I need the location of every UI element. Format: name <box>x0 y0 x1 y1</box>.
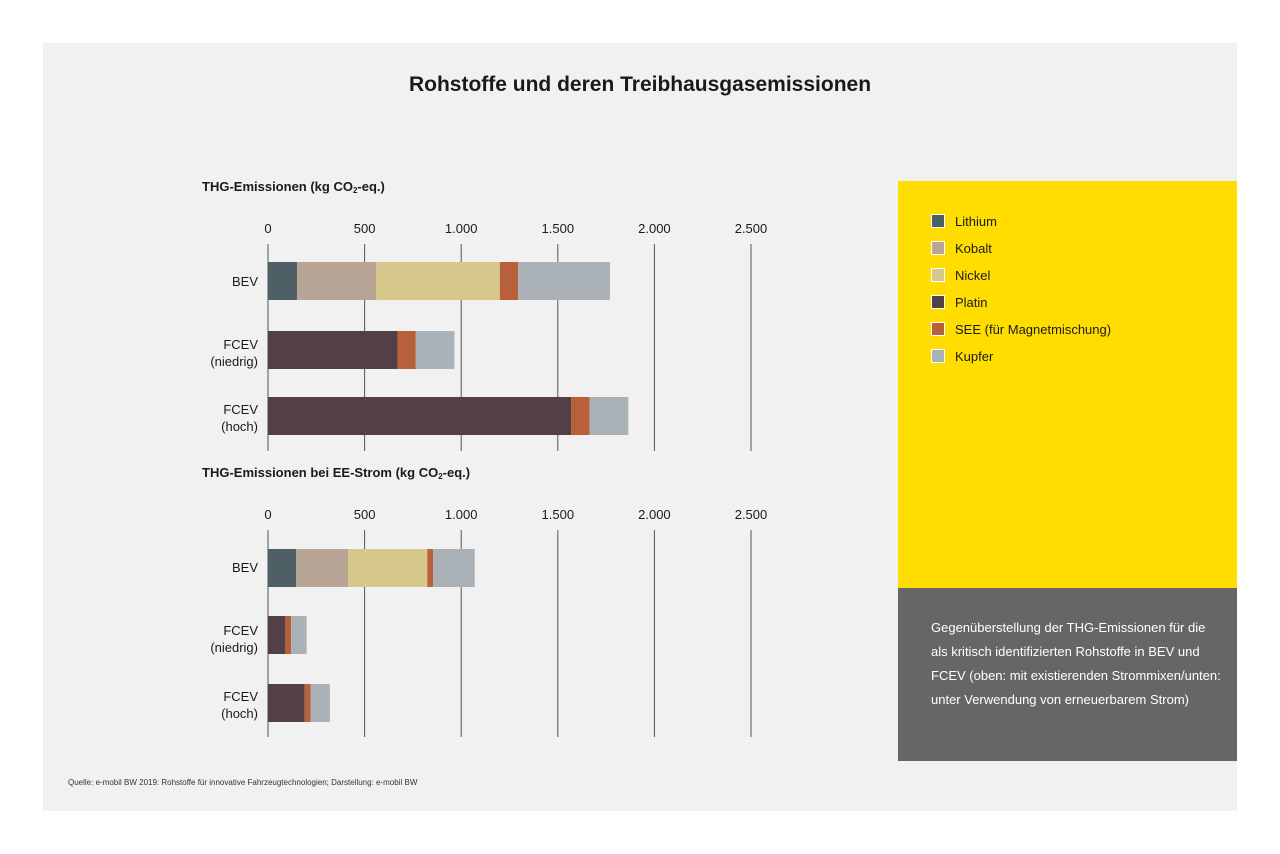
bar-segment <box>433 549 475 587</box>
description-box: Gegenüberstellung der THG-Emissionen für… <box>898 588 1237 761</box>
chart-title-top-tail: -eq.) <box>357 179 385 194</box>
description-text: Gegenüberstellung der THG-Emissionen für… <box>931 620 1221 707</box>
legend-swatch-platin <box>931 295 945 309</box>
legend-label: Lithium <box>955 213 997 229</box>
bar-segment <box>499 262 519 300</box>
chart-title-top-sub: 2 <box>352 186 358 195</box>
x-tick-label: 1.000 <box>445 507 478 522</box>
category-label: BEV <box>232 274 258 289</box>
category-label: FCEV <box>223 402 258 417</box>
category-label: (hoch) <box>221 419 258 434</box>
bar-segment <box>304 684 311 722</box>
category-label: (niedrig) <box>210 354 258 369</box>
x-tick-label: 0 <box>264 221 271 236</box>
legend-swatch-nickel <box>931 268 945 282</box>
legend-label: Platin <box>955 294 988 310</box>
chart-title-top: THG-Emissionen (kg CO2-eq.) <box>202 179 385 195</box>
category-label: FCEV <box>223 689 258 704</box>
bar-segment <box>268 397 572 435</box>
bar-segment <box>291 616 307 654</box>
x-tick-label: 500 <box>354 507 376 522</box>
x-tick-label: 2.500 <box>735 221 768 236</box>
bar-segment <box>296 262 377 300</box>
category-label: (niedrig) <box>210 640 258 655</box>
x-tick-label: 2.000 <box>638 507 671 522</box>
source-note: Quelle: e-mobil BW 2019: Rohstoffe für i… <box>68 778 418 787</box>
category-label: BEV <box>232 560 258 575</box>
bar-segment <box>268 616 286 654</box>
legend: Lithium Kobalt Nickel Platin SEE (für Ma… <box>898 181 1237 588</box>
chart-title-bottom: THG-Emissionen bei EE-Strom (kg CO2-eq.) <box>202 465 470 481</box>
category-label: (hoch) <box>221 706 258 721</box>
bar-segment <box>571 397 590 435</box>
legend-label: Kupfer <box>955 348 994 364</box>
bar-segment <box>268 549 297 587</box>
bar-segment <box>268 684 305 722</box>
legend-item-kobalt: Kobalt <box>931 240 992 256</box>
bar-segment <box>296 549 349 587</box>
bar-segment <box>376 262 500 300</box>
bar-segment <box>415 331 455 369</box>
bar-segment <box>589 397 629 435</box>
legend-item-kupfer: Kupfer <box>931 348 993 364</box>
category-label: FCEV <box>223 623 258 638</box>
bar-segment <box>310 684 330 722</box>
x-tick-label: 1.500 <box>542 507 575 522</box>
bar-segment <box>348 549 428 587</box>
page-title: Rohstoffe und deren Treibhausgasemission… <box>408 73 872 96</box>
chart-title-bottom-main: THG-Emissionen bei EE-Strom (kg CO <box>202 465 439 480</box>
x-tick-label: 500 <box>354 221 376 236</box>
chart-title-top-main: THG-Emissionen (kg CO <box>202 179 353 194</box>
x-tick-label: 1.000 <box>445 221 478 236</box>
x-tick-label: 1.500 <box>542 221 575 236</box>
legend-label: SEE (für Magnetmischung) <box>955 321 1112 337</box>
legend-swatch-lithium <box>931 214 945 228</box>
x-tick-label: 2.500 <box>735 507 768 522</box>
chart-title-bottom-sub: 2 <box>438 472 443 481</box>
legend-item-lithium: Lithium <box>931 213 997 229</box>
x-tick-label: 0 <box>264 507 271 522</box>
category-label: FCEV <box>223 337 258 352</box>
x-tick-label: 2.000 <box>638 221 671 236</box>
legend-swatch-kobalt <box>931 241 945 255</box>
legend-item-see: SEE (für Magnetmischung) <box>931 321 1111 337</box>
legend-item-nickel: Nickel <box>931 267 990 283</box>
bar-segment <box>518 262 610 300</box>
bar-segment <box>285 616 292 654</box>
bar-segment <box>268 331 398 369</box>
bar-segment <box>397 331 416 369</box>
bar-segment <box>268 262 297 300</box>
legend-swatch-see <box>931 322 945 336</box>
bar-segment <box>427 549 434 587</box>
legend-swatch-kupfer <box>931 349 945 363</box>
legend-label: Nickel <box>955 267 991 283</box>
legend-label: Kobalt <box>955 240 992 256</box>
chart-title-bottom-tail: -eq.) <box>442 465 471 480</box>
legend-item-platin: Platin <box>931 294 988 310</box>
